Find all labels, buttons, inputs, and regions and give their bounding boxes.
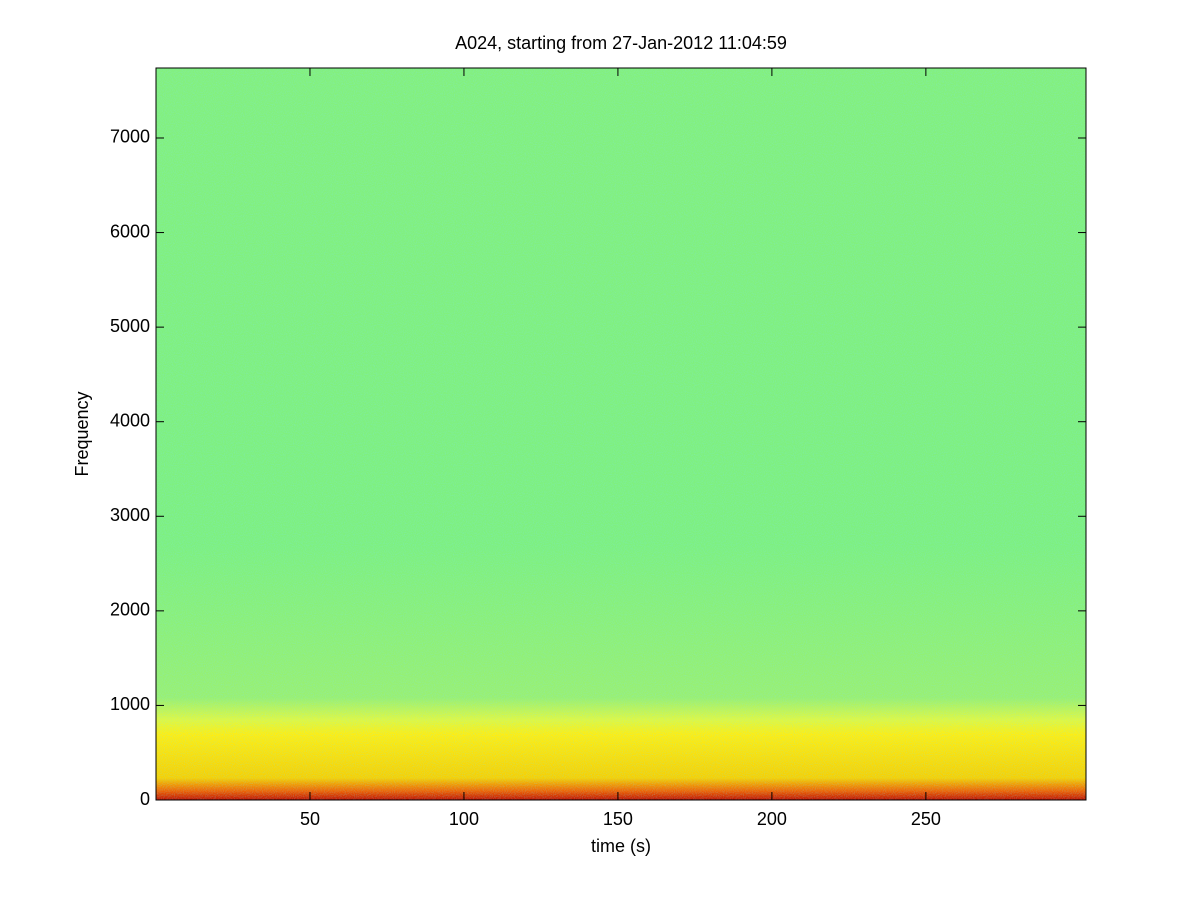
x-tick-label: 200: [757, 809, 787, 829]
y-tick-label: 7000: [110, 127, 150, 147]
y-tick-label: 4000: [110, 410, 150, 430]
y-tick-label: 3000: [110, 505, 150, 525]
y-tick-label: 2000: [110, 600, 150, 620]
spectrogram-texture: [156, 68, 1086, 800]
plot-frame: [155, 67, 1087, 801]
x-tick-label: 150: [603, 809, 633, 829]
chart-title: A024, starting from 27-Jan-2012 11:04:59: [455, 33, 787, 53]
x-tick-label: 100: [449, 809, 479, 829]
y-tick-label: 6000: [110, 221, 150, 241]
x-tick-label: 250: [911, 809, 941, 829]
x-tick-label: 50: [300, 809, 320, 829]
y-tick-label: 0: [140, 789, 150, 809]
y-tick-label: 1000: [110, 694, 150, 714]
y-tick-label: 5000: [110, 316, 150, 336]
x-axis-label: time (s): [591, 836, 651, 856]
y-axis-label: Frequency: [72, 391, 92, 476]
